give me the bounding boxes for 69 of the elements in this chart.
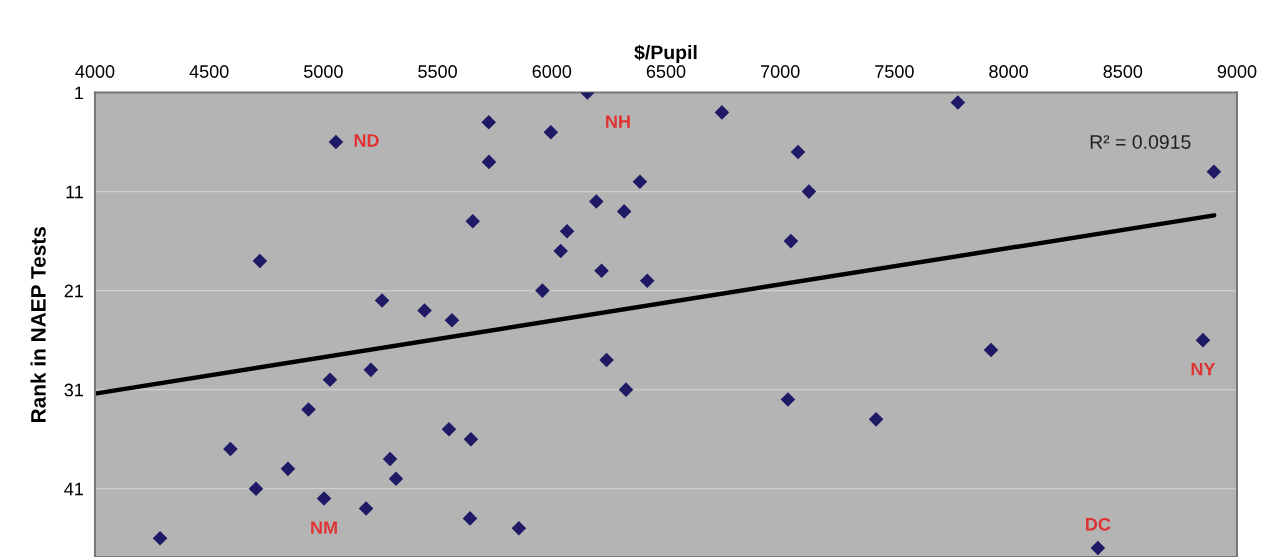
point — [441, 421, 457, 437]
annotation: DC — [1086, 517, 1111, 531]
y-tick-label: 31 — [64, 383, 83, 397]
point — [252, 253, 268, 269]
x-tick-label: 7000 — [761, 65, 800, 78]
x-tick-label: 4500 — [189, 65, 229, 78]
point — [301, 402, 316, 417]
point — [599, 352, 614, 368]
y-tick-label: 41 — [64, 482, 83, 496]
x-tick-label: 9000 — [1217, 65, 1257, 78]
x-tick-label: 4000 — [75, 65, 115, 78]
point — [358, 501, 374, 516]
point — [618, 382, 634, 397]
point — [322, 372, 338, 388]
point — [463, 431, 479, 447]
point — [589, 194, 604, 209]
point — [1195, 332, 1211, 348]
y-tick-label: 11 — [66, 185, 83, 199]
point — [1206, 164, 1222, 180]
point — [780, 392, 796, 407]
point — [382, 451, 398, 467]
x-tick-label: 6000 — [532, 65, 572, 78]
annotation: R² = 0.0915 — [1090, 135, 1191, 149]
point — [553, 243, 568, 259]
point — [462, 511, 478, 526]
point — [594, 263, 609, 279]
y-tick-label: 1 — [75, 86, 83, 100]
y-tick-label: 21 — [64, 284, 83, 298]
point — [616, 204, 632, 219]
point — [801, 184, 817, 199]
x-tick-label: 8500 — [1103, 65, 1143, 78]
annotation: ND — [354, 134, 379, 147]
point — [559, 223, 575, 239]
point — [465, 214, 481, 229]
x-tick-label: 5000 — [304, 65, 343, 78]
annotation: NY — [1191, 362, 1216, 376]
point — [639, 273, 655, 288]
point — [543, 124, 559, 140]
point — [983, 342, 999, 358]
x-tick-label: 5500 — [418, 65, 457, 78]
x-tick-label: 8000 — [989, 65, 1028, 78]
point — [714, 105, 730, 120]
point — [316, 491, 332, 506]
point — [481, 115, 497, 130]
point — [511, 521, 527, 536]
x-axis-title: $/Pupil — [634, 44, 697, 64]
point — [328, 134, 344, 150]
point — [388, 471, 404, 487]
point — [1090, 540, 1106, 556]
point — [783, 233, 799, 249]
annotation: NH — [606, 115, 630, 128]
point — [152, 530, 168, 546]
point — [868, 412, 884, 427]
point — [481, 154, 497, 170]
point — [790, 144, 806, 160]
point — [223, 441, 238, 457]
point — [950, 95, 966, 110]
y-axis-title: Rank in NAEP Tests — [30, 227, 46, 422]
point — [363, 362, 379, 378]
point — [374, 293, 390, 308]
x-tick-label: 7500 — [875, 65, 914, 78]
annotation: NM — [311, 521, 337, 534]
point — [535, 283, 550, 298]
point — [248, 481, 264, 496]
point — [280, 461, 296, 477]
point — [444, 313, 460, 328]
point — [632, 174, 648, 189]
x-tick-label: 6500 — [646, 65, 686, 78]
point — [417, 303, 432, 318]
